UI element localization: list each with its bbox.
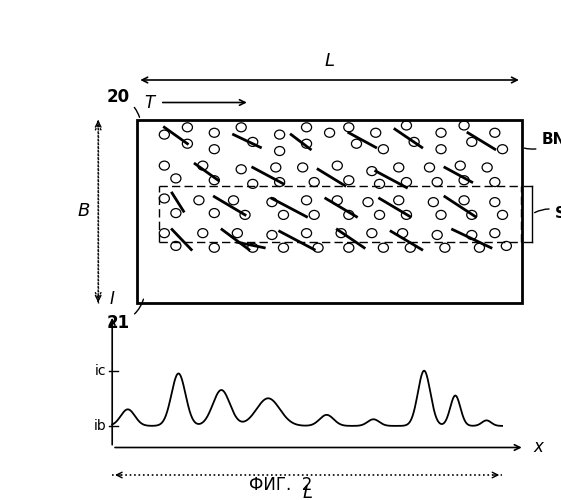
Text: ic: ic xyxy=(95,364,107,378)
Text: ФИГ.  2: ФИГ. 2 xyxy=(249,476,312,494)
Text: I: I xyxy=(110,290,114,308)
Text: L: L xyxy=(325,52,334,70)
Text: BN: BN xyxy=(525,132,561,149)
Text: S1: S1 xyxy=(535,206,561,222)
Text: x: x xyxy=(533,438,543,456)
Text: 21: 21 xyxy=(107,299,144,332)
Text: B: B xyxy=(78,202,90,220)
Text: 20: 20 xyxy=(107,88,140,118)
Text: L: L xyxy=(302,484,312,500)
Bar xyxy=(137,120,522,302)
Text: T: T xyxy=(144,94,154,112)
Text: ib: ib xyxy=(94,419,107,433)
